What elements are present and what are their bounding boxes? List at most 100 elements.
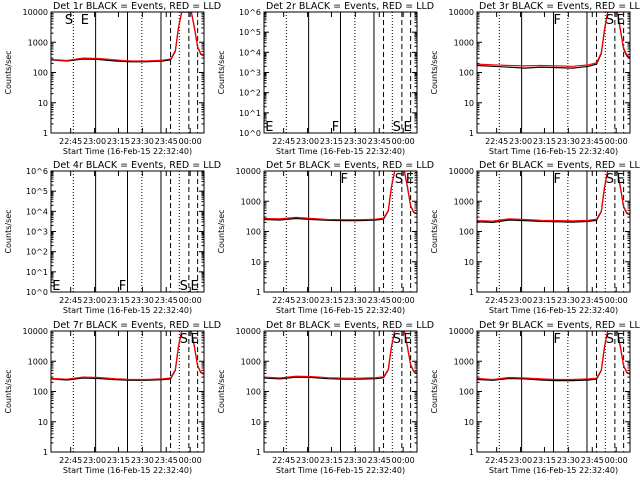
y-tick-label: 10^2	[239, 89, 261, 98]
x-axis-label: Start Time (16-Feb-15 22:32:40)	[276, 147, 405, 156]
y-axis-label: Counts/sec	[4, 209, 13, 253]
y-axis-label: Counts/sec	[4, 369, 13, 413]
series-group	[51, 331, 204, 381]
series-group	[477, 12, 630, 69]
y-tick-label: 10^6	[239, 8, 261, 17]
x-tick-label: 23:15	[107, 137, 130, 146]
y-tick-label: 10^2	[26, 248, 48, 257]
series-group	[264, 331, 417, 380]
marker-label: F	[554, 172, 561, 187]
y-tick-label: 10	[38, 418, 48, 427]
x-axis-label: Start Time (16-Feb-15 22:32:40)	[63, 466, 192, 475]
lld-series-line	[264, 171, 417, 221]
y-tick-label: 10^0	[26, 288, 48, 297]
y-tick-label: 10^4	[239, 48, 261, 57]
y-tick-label: 10000	[23, 327, 48, 336]
series-group	[264, 171, 417, 222]
y-tick-label: 10000	[23, 8, 48, 17]
panel-6: Det 6r BLACK = Events, RED = LLD Counts/s…	[430, 160, 640, 315]
panel-1: Det 1r BLACK = Events, RED = LLD Counts/s…	[4, 1, 221, 156]
y-axis-label: Counts/sec	[4, 50, 13, 94]
panel-title: Det 2r BLACK = Events, RED = LLD	[266, 1, 434, 12]
panel-title: Det 5r BLACK = Events, RED = LLD	[266, 160, 434, 171]
plot-frame	[50, 170, 205, 293]
y-tick-label: 1000	[28, 357, 48, 366]
marker-label: S	[393, 120, 401, 135]
y-tick-label: 10^5	[26, 187, 48, 196]
y-tick-label: 10000	[236, 167, 261, 176]
x-tick-label: 00:00	[605, 137, 628, 146]
panel-title: Det 8r BLACK = Events, RED = LLD	[266, 320, 434, 331]
y-tick-label: 1000	[241, 197, 261, 206]
y-tick-label: 1	[469, 448, 474, 457]
x-tick-label: 23:00	[509, 137, 532, 146]
y-axis-label: Counts/sec	[430, 50, 439, 94]
marker-label: S	[180, 332, 188, 347]
y-axis-label: Counts/sec	[217, 209, 226, 253]
x-tick-label: 23:30	[131, 137, 154, 146]
x-axis-label: Start Time (16-Feb-15 22:32:40)	[63, 147, 192, 156]
x-tick-label: 22:45	[59, 296, 82, 305]
y-tick-label: 1000	[454, 38, 474, 47]
x-tick-label: 23:45	[581, 137, 604, 146]
y-tick-label: 10^1	[26, 268, 48, 277]
marker-label: S	[65, 13, 73, 28]
x-tick-label: 22:45	[485, 296, 508, 305]
x-tick-label: 23:00	[83, 296, 106, 305]
x-tick-label: 23:30	[557, 296, 580, 305]
panel-title: Det 7r BLACK = Events, RED = LLD	[53, 320, 221, 331]
lld-series-line	[51, 12, 204, 62]
panel-title: Det 9r BLACK = Events, RED = LLD	[479, 320, 640, 331]
x-tick-label: 23:15	[320, 296, 343, 305]
y-tick-label: 10	[38, 99, 48, 108]
y-tick-label: 10	[251, 258, 261, 267]
x-tick-label: 23:15	[320, 137, 343, 146]
y-tick-label: 100	[33, 388, 48, 397]
x-tick-label: 23:15	[533, 296, 556, 305]
marker-label: E	[190, 279, 198, 294]
marker-label: F	[554, 332, 561, 347]
y-tick-label: 100	[246, 388, 261, 397]
y-tick-label: 10^5	[239, 28, 261, 37]
plot-frame	[476, 11, 631, 134]
x-tick-label: 23:00	[83, 137, 106, 146]
panel-4: Det 4r BLACK = Events, RED = LLD Counts/s…	[4, 160, 221, 315]
panel-title: Det 3r BLACK = Events, RED = LLD	[479, 1, 640, 12]
x-axis-label: Start Time (16-Feb-15 22:32:40)	[63, 306, 192, 315]
x-tick-label: 23:30	[131, 456, 154, 465]
x-tick-label: 23:30	[344, 137, 367, 146]
marker-label: E	[81, 13, 89, 28]
x-tick-label: 23:15	[107, 296, 130, 305]
x-tick-label: 23:00	[509, 456, 532, 465]
x-tick-label: 00:00	[392, 137, 415, 146]
y-axis-label: Counts/sec	[217, 50, 226, 94]
x-tick-label: 23:15	[320, 456, 343, 465]
x-tick-label: 23:00	[296, 137, 319, 146]
x-tick-label: 23:45	[581, 456, 604, 465]
panel-7: Det 7r BLACK = Events, RED = LLD Counts/s…	[4, 320, 221, 475]
x-tick-label: 23:45	[155, 456, 178, 465]
y-tick-label: 100	[459, 388, 474, 397]
x-tick-label: 23:30	[344, 296, 367, 305]
y-tick-label: 100	[459, 69, 474, 78]
marker-label: E	[190, 332, 198, 347]
x-axis-label: Start Time (16-Feb-15 22:32:40)	[276, 306, 405, 315]
x-tick-label: 23:45	[155, 296, 178, 305]
marker-label: F	[332, 120, 339, 135]
plot-frame	[50, 11, 205, 134]
marker-label: E	[616, 13, 624, 28]
plot-frame	[476, 330, 631, 453]
y-tick-label: 1	[256, 288, 261, 297]
x-tick-label: 23:45	[368, 456, 391, 465]
y-tick-label: 10^4	[26, 207, 48, 216]
y-axis-label: Counts/sec	[430, 369, 439, 413]
marker-label: E	[52, 279, 60, 294]
x-tick-label: 23:15	[107, 456, 130, 465]
x-tick-label: 00:00	[392, 456, 415, 465]
y-tick-label: 100	[246, 228, 261, 237]
y-tick-label: 10000	[449, 8, 474, 17]
marker-label: F	[341, 172, 348, 187]
marker-label: F	[554, 13, 561, 28]
series-group	[51, 12, 204, 63]
marker-label: S	[180, 279, 188, 294]
